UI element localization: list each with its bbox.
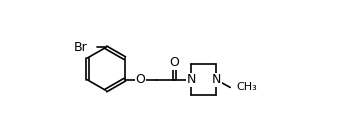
Text: N: N — [187, 73, 196, 86]
Text: CH₃: CH₃ — [236, 82, 257, 92]
Text: Br: Br — [74, 41, 87, 54]
Text: N: N — [211, 73, 221, 86]
Text: O: O — [135, 73, 145, 86]
Text: O: O — [169, 56, 179, 69]
